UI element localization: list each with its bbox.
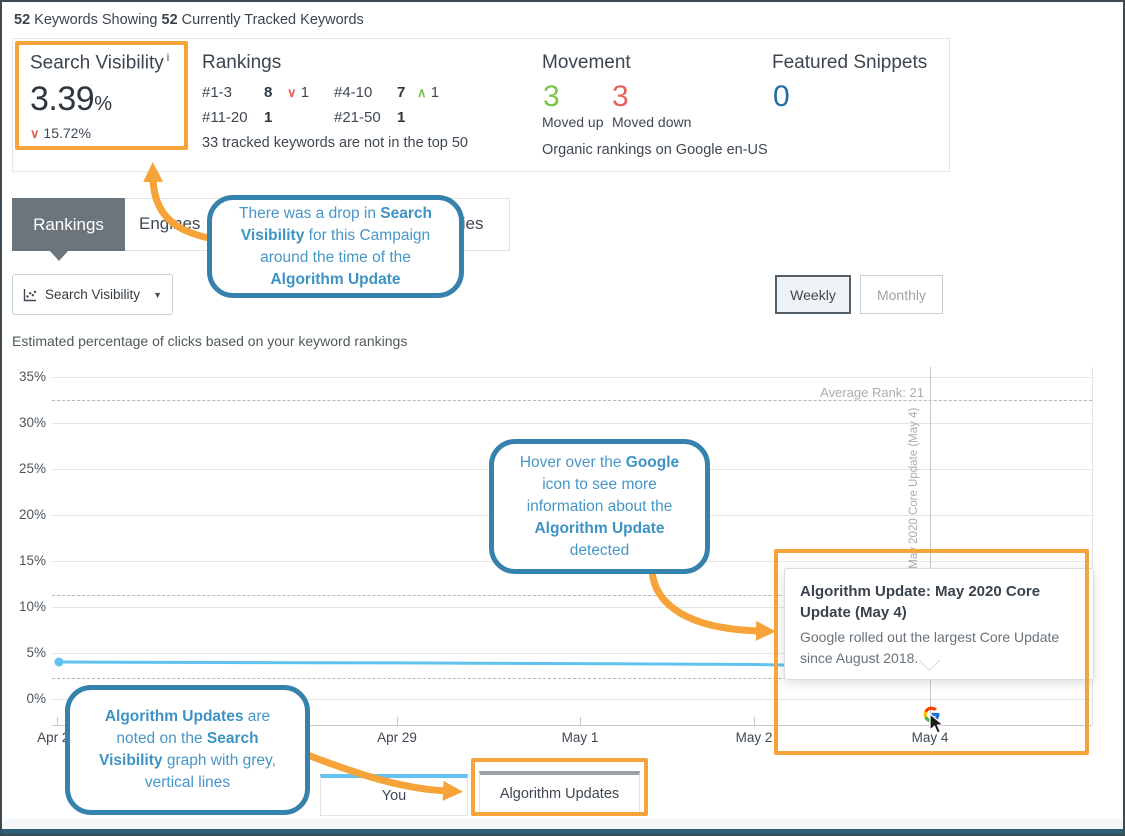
legend-algorithm-updates[interactable]: Algorithm Updates (479, 771, 640, 815)
rank-range: #4-10 (334, 84, 373, 101)
featured-snippets-title: Featured Snippets (772, 52, 928, 73)
x-axis-label: Apr 29 (377, 730, 417, 745)
moved-up-label: Moved up (542, 114, 604, 130)
y-gridline (52, 607, 1092, 608)
rank-delta: ∨ 1 (287, 84, 310, 101)
tab-rankings[interactable]: Rankings (12, 198, 125, 251)
average-rank-dashed-line (52, 595, 1092, 597)
chevron-down-icon: ∨ (287, 85, 297, 100)
rankings-note: 33 tracked keywords are not in the top 5… (202, 135, 468, 151)
average-rank-dashed-line (52, 677, 1092, 679)
y-axis-label: 15% (18, 553, 46, 568)
x-axis-line (52, 725, 1092, 726)
metric-dropdown[interactable]: Search Visibility ▼ (12, 274, 173, 315)
x-axis-tick (754, 717, 755, 725)
highlight-algorithm-updates-legend (471, 758, 648, 816)
y-axis-label: 25% (18, 461, 46, 476)
average-rank-label: Average Rank: 21 (820, 385, 924, 400)
callout-search-visibility-drop: There was a drop in Search Visibility fo… (207, 195, 464, 298)
bottom-bar (2, 829, 1123, 834)
search-visibility-value: 3.39% (30, 80, 112, 119)
keywords-summary: 52 Keywords Showing 52 Currently Tracked… (14, 12, 364, 28)
search-visibility-change: ∨ 15.72% (30, 125, 91, 142)
y-axis-label: 10% (18, 599, 46, 614)
chevron-down-icon: ∨ (30, 126, 40, 142)
metric-dropdown-label: Search Visibility (45, 287, 141, 302)
chart-subtitle: Estimated percentage of clicks based on … (12, 333, 408, 349)
x-axis-label: May 1 (561, 730, 599, 745)
y-axis-label: 20% (18, 507, 46, 522)
highlight-search-visibility (15, 41, 188, 150)
moved-down-value: 3 (612, 80, 629, 113)
x-axis-label: May 4 (911, 730, 949, 745)
rank-delta: ∧ 1 (417, 84, 440, 101)
x-axis-label: May 2 (735, 730, 773, 745)
y-gridline (52, 423, 1092, 424)
mouse-cursor (929, 713, 945, 734)
rank-count: 7 (397, 84, 406, 101)
y-gridline (52, 377, 1092, 378)
legend-you[interactable]: You (320, 774, 468, 816)
weekly-button[interactable]: Weekly (775, 275, 851, 314)
tab-active-notch (50, 251, 68, 261)
algorithm-update-vline (930, 367, 931, 725)
rank-count: 1 (264, 109, 273, 126)
rank-count: 1 (397, 109, 406, 126)
keywords-showing-count: 52 (14, 12, 31, 28)
rank-range: #21-50 (334, 109, 381, 126)
chart-type-icon (23, 288, 37, 301)
average-rank-dashed-line (52, 400, 1092, 401)
chevron-down-icon: ▼ (153, 289, 162, 300)
y-axis-label: 35% (18, 369, 46, 384)
search-visibility-stat: Search Visibility i 3.39% ∨ 15.72% (30, 52, 169, 142)
moved-up-value: 3 (543, 80, 560, 113)
featured-snippets-value: 0 (773, 80, 790, 113)
rankings-title: Rankings (202, 52, 282, 73)
movement-note: Organic rankings on Google en-US (542, 142, 768, 158)
rank-range: #1-3 (202, 84, 233, 101)
keywords-tracked-count: 52 (161, 12, 178, 28)
x-axis-tick (57, 717, 58, 725)
rank-count: 8 (264, 84, 273, 101)
y-axis-label: 0% (26, 691, 46, 706)
movement-title: Movement (542, 52, 631, 73)
tooltip-title: Algorithm Update: May 2020 Core Update (… (800, 583, 1041, 621)
search-visibility-title: Search Visibility i (30, 52, 170, 74)
callout-hover-google-icon: Hover over the Google icon to see more i… (489, 439, 710, 574)
x-axis-tick (580, 717, 581, 725)
y-axis-label: 30% (18, 415, 46, 430)
highlight-tooltip (774, 549, 1089, 755)
info-icon[interactable]: i (166, 52, 170, 64)
chart-right-border (1092, 367, 1093, 725)
chevron-up-icon: ∧ (417, 85, 427, 100)
x-axis-tick (397, 717, 398, 725)
y-gridline (52, 653, 1092, 654)
monthly-button[interactable]: Monthly (860, 275, 943, 314)
callout-algorithm-updates-lines: Algorithm Updates are noted on the Searc… (65, 685, 310, 815)
rank-range: #11-20 (202, 109, 248, 126)
y-gridline (52, 699, 1092, 700)
moved-down-label: Moved down (612, 114, 692, 130)
y-axis-label: 5% (26, 645, 46, 660)
